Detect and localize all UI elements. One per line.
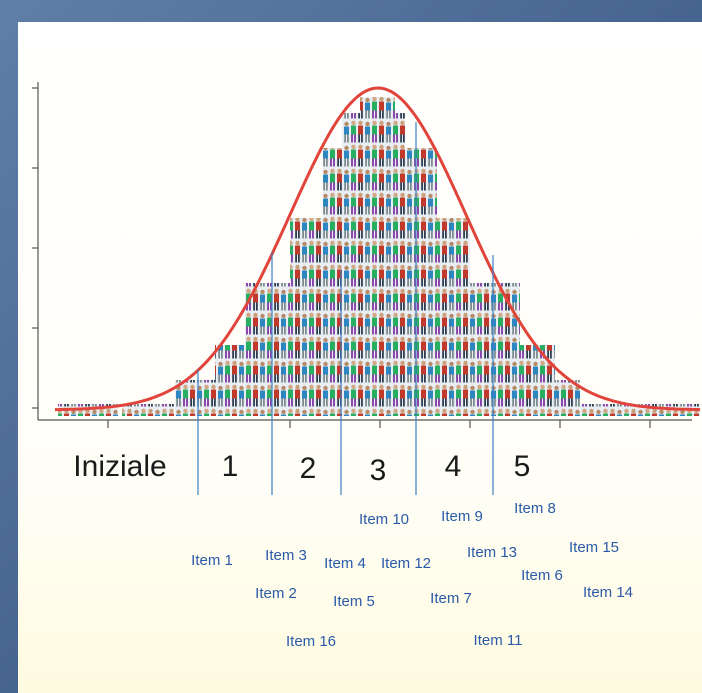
level-label: 4 bbox=[445, 450, 462, 483]
level-label: 1 bbox=[222, 450, 239, 483]
crowd-block bbox=[323, 148, 437, 219]
crowd-block bbox=[342, 113, 405, 149]
crowd-block bbox=[290, 218, 470, 284]
item-label: Item 4 bbox=[324, 555, 366, 572]
item-label: Item 12 bbox=[381, 555, 431, 572]
item-label: Item 7 bbox=[430, 590, 472, 607]
item-label: Item 16 bbox=[286, 633, 336, 650]
item-label: Item 11 bbox=[474, 632, 523, 649]
crowd-block bbox=[245, 283, 520, 346]
item-label: Item 2 bbox=[255, 585, 297, 602]
item-label: Item 3 bbox=[265, 547, 307, 564]
item-label: Item 1 bbox=[191, 552, 233, 569]
item-label: Item 15 bbox=[569, 539, 619, 556]
slide: Iniziale 1 2 3 4 5 Item 1 Item 2 Item 3 Item 4 Ite… bbox=[0, 0, 702, 693]
level-label: Iniziale bbox=[73, 450, 166, 483]
level-label: 5 bbox=[514, 450, 531, 483]
crowd-block bbox=[360, 97, 395, 114]
item-label: Item 6 bbox=[521, 567, 563, 584]
crowd-block bbox=[175, 380, 580, 416]
crowd-block bbox=[215, 345, 555, 381]
level-label: 3 bbox=[370, 454, 387, 487]
item-label: Item 14 bbox=[583, 584, 633, 601]
item-label: Item 5 bbox=[333, 593, 375, 610]
crowd-block bbox=[122, 404, 174, 416]
item-label: Item 13 bbox=[467, 544, 517, 561]
level-label: 2 bbox=[300, 452, 317, 485]
item-label: Item 10 bbox=[359, 511, 409, 528]
item-label: Item 8 bbox=[514, 500, 556, 517]
item-label: Item 9 bbox=[441, 508, 483, 525]
page: {"levels": ["Iniziale", "1", "2", "3", "… bbox=[0, 0, 702, 693]
